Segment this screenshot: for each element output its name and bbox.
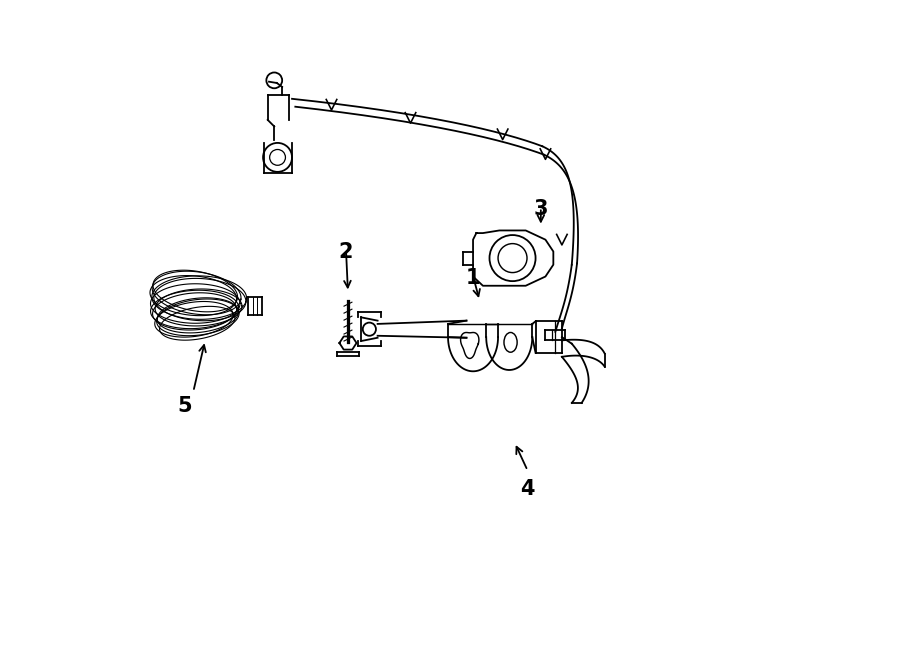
Text: 1: 1	[466, 268, 481, 288]
Text: 2: 2	[338, 242, 354, 262]
Text: 4: 4	[520, 479, 535, 498]
Text: 3: 3	[534, 199, 548, 219]
Text: 5: 5	[177, 397, 192, 416]
